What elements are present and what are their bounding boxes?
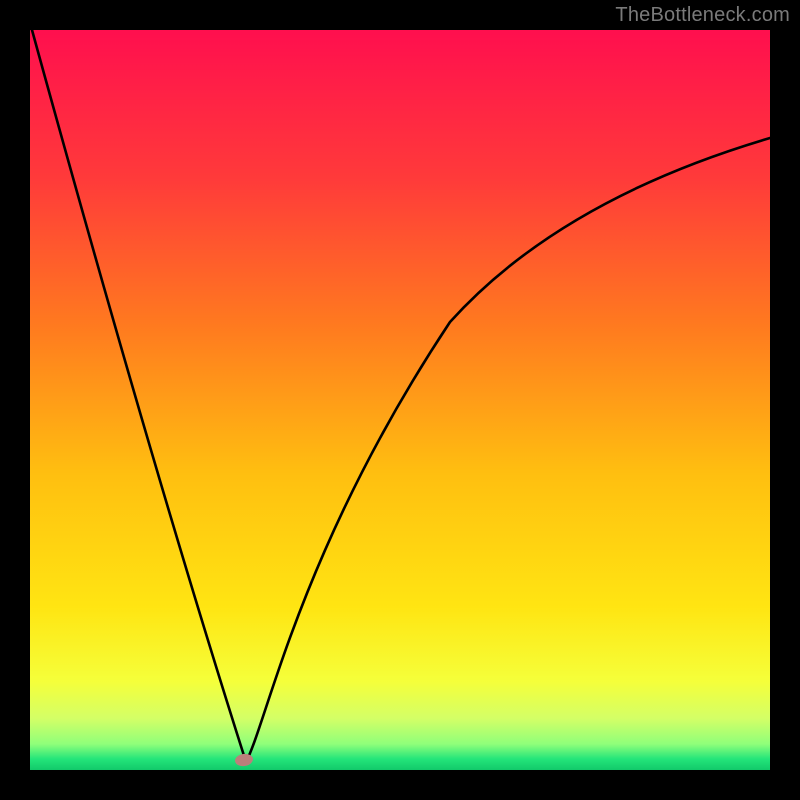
chart-svg xyxy=(0,0,800,800)
chart-stage: TheBottleneck.com xyxy=(0,0,800,800)
watermark-text: TheBottleneck.com xyxy=(615,4,790,27)
